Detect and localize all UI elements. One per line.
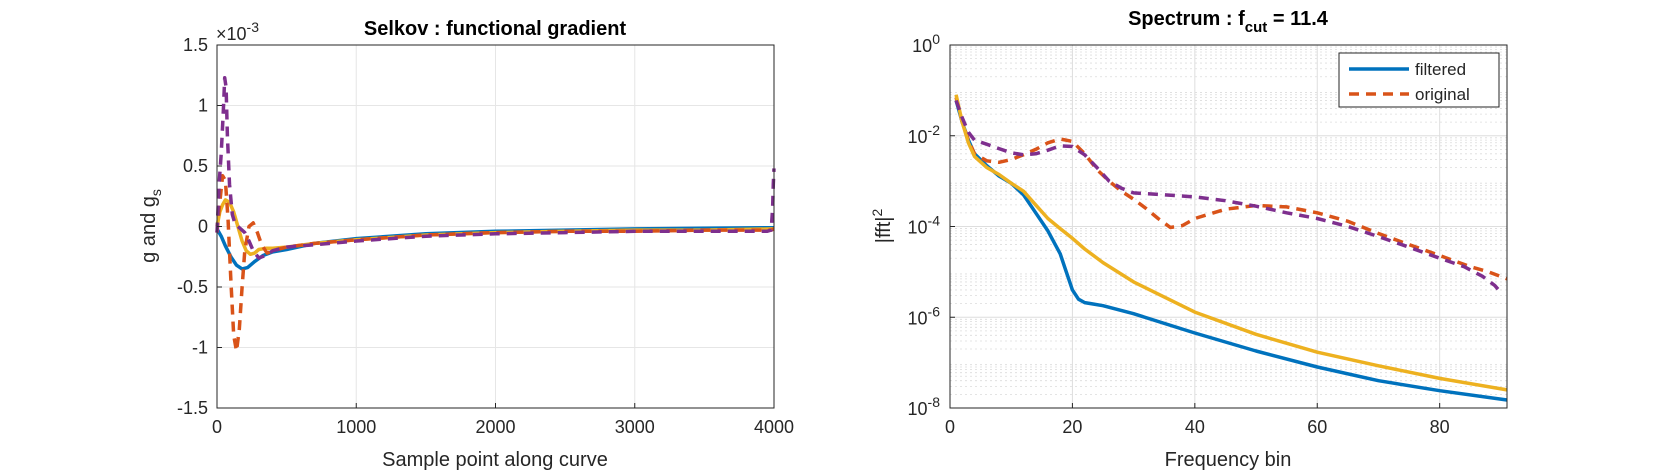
gradient-y-label-subscript: s [148, 189, 164, 196]
gradient-y-tick-label: 0 [198, 217, 208, 237]
gradient-x-tick-label: 2000 [475, 417, 515, 437]
spectrum-chart-title: Spectrum : fcut = 11.4 [1128, 8, 1329, 36]
gradient-y-tick-label: -0.5 [177, 277, 208, 297]
spectrum-x-tick-label: 80 [1430, 417, 1450, 437]
legend-label-original: original [1415, 85, 1470, 104]
spectrum-legend: filtered original [1338, 52, 1500, 108]
spectrum-y-label-superscript: 2 [869, 209, 885, 217]
spectrum-ticks: 10-8 10-6 10-4 10-2 100 0 20 40 60 80 [908, 31, 1450, 437]
spectrum-y-tick-label: 10-8 [908, 394, 941, 419]
spectrum-y-tick-label: 10-4 [908, 213, 941, 238]
gradient-series-group [215, 75, 776, 353]
spectrum-x-tick-label: 0 [945, 417, 955, 437]
gradient-chart: 0 1000 2000 3000 4000 -1.5 -1 -0.5 0 0.5 1 1.5 Selk… [138, 18, 794, 471]
legend-box [1338, 52, 1500, 108]
gradient-grid [216, 44, 775, 409]
spectrum-series-line-3 [954, 99, 1503, 294]
spectrum-y-tick-label: 10-2 [908, 122, 941, 147]
legend-label-filtered: filtered [1415, 60, 1466, 79]
gradient-y-tick-label: 1.5 [183, 35, 208, 55]
gradient-y-tick-label: 1 [198, 96, 208, 116]
spectrum-x-tick-label: 40 [1185, 417, 1205, 437]
gradient-ticks: 0 1000 2000 3000 4000 -1.5 -1 -0.5 0 0.5 1 1.5 [177, 35, 794, 437]
spectrum-x-tick-label: 60 [1307, 417, 1327, 437]
spectrum-y-axis-label: |fft|2 [869, 209, 895, 244]
spectrum-series-group [954, 94, 1508, 402]
spectrum-x-axis-label: Frequency bin [1165, 449, 1292, 471]
gradient-y-tick-label: -1.5 [177, 398, 208, 418]
gradient-x-axis-label: Sample point along curve [382, 449, 608, 471]
gradient-x-tick-label: 1000 [336, 417, 376, 437]
gradient-exponent-power: -3 [247, 19, 260, 35]
gradient-exponent-label: ×10-3 [216, 19, 259, 44]
spectrum-y-tick-label: 100 [912, 31, 940, 56]
spectrum-series-line-2 [954, 94, 1508, 392]
spectrum-x-tick-label: 20 [1062, 417, 1082, 437]
spectrum-chart: 10-8 10-6 10-4 10-2 100 0 20 40 60 80 Spectrum : … [869, 8, 1508, 471]
gradient-exponent-base: ×10 [216, 24, 247, 44]
spectrum-title-rest: = 11.4 [1267, 8, 1328, 30]
gradient-chart-title: Selkov : functional gradient [364, 18, 627, 40]
spectrum-title-subscript: cut [1245, 19, 1268, 36]
spectrum-y-tick-label: 10-6 [908, 303, 941, 328]
gradient-y-label-main: g and g [138, 196, 160, 263]
gradient-y-tick-label: -1 [192, 338, 208, 358]
gradient-x-tick-label: 3000 [615, 417, 655, 437]
gradient-y-axis-label: g and gs [138, 189, 164, 263]
gradient-series-line-2 [215, 173, 775, 353]
gradient-x-tick-label: 4000 [754, 417, 794, 437]
gradient-y-tick-label: 0.5 [183, 156, 208, 176]
gradient-series-line-3 [215, 75, 776, 260]
gradient-x-tick-label: 0 [212, 417, 222, 437]
spectrum-series-line-1 [954, 96, 1508, 281]
spectrum-title-main: Spectrum : f [1128, 8, 1245, 30]
spectrum-y-label-main: |fft| [873, 217, 895, 244]
